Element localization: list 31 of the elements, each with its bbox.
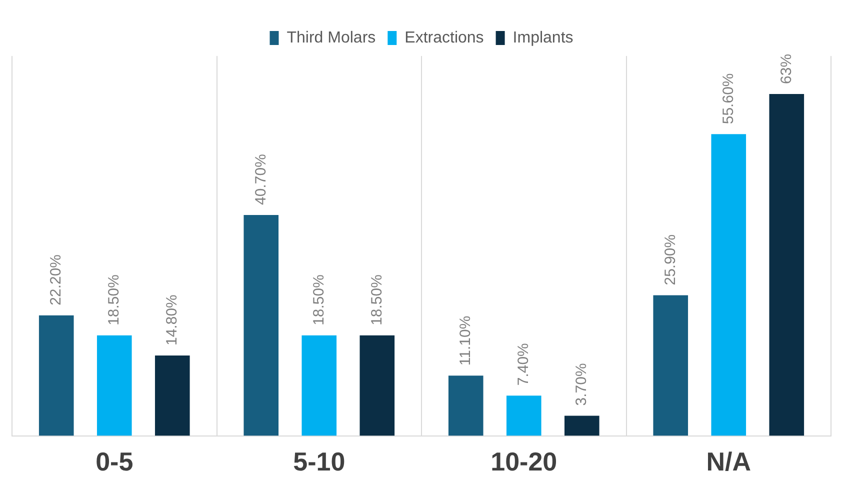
bar (360, 335, 395, 436)
bar (711, 134, 746, 436)
x-tick-label: N/A (706, 446, 752, 477)
data-label: 18.50% (310, 274, 328, 326)
bar (769, 94, 804, 436)
bar (154, 356, 190, 436)
data-label: 3.70% (573, 363, 590, 406)
data-label: 7.40% (515, 343, 532, 386)
bar (38, 315, 74, 436)
data-label: 14.80% (164, 294, 181, 346)
data-label: 11.10% (457, 316, 474, 366)
bar (244, 214, 279, 436)
legend-label: Extractions (404, 29, 484, 46)
data-label: 25.90% (662, 234, 679, 286)
bar (96, 335, 132, 436)
x-tick-label: 5-10 (293, 446, 346, 477)
legend-label: Implants (512, 29, 574, 46)
data-label: 55.60% (720, 73, 737, 124)
x-tick-label: 10-20 (490, 446, 558, 477)
data-label: 63% (778, 54, 795, 84)
data-label: 40.70% (252, 154, 270, 205)
bar (448, 376, 484, 436)
data-label: 22.20% (48, 254, 65, 306)
bar (564, 416, 600, 436)
data-label: 18.50% (106, 274, 123, 326)
bar (653, 295, 688, 436)
bar (506, 396, 542, 436)
x-tick-label: 0-5 (96, 446, 134, 477)
bar (302, 335, 337, 436)
legend-label: Third Molars (286, 29, 376, 46)
data-label: 18.50% (368, 274, 386, 326)
